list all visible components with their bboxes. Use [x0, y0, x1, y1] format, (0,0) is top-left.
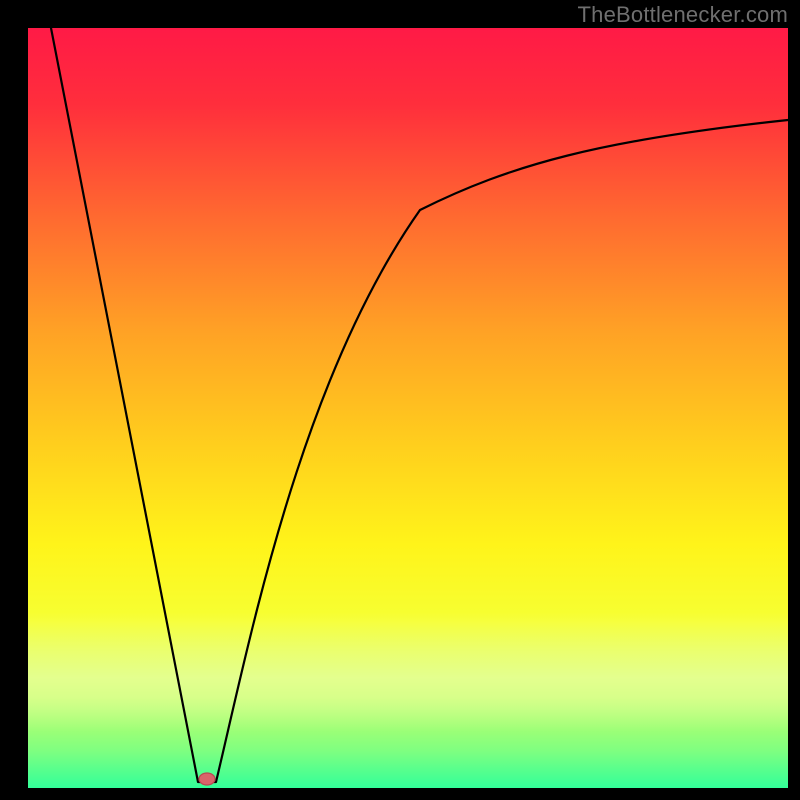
bottleneck-chart [0, 0, 800, 800]
frame-border-left [0, 0, 28, 800]
attribution-label: TheBottlenecker.com [578, 2, 788, 28]
minimum-marker [199, 773, 215, 785]
chart-container: TheBottlenecker.com [0, 0, 800, 800]
frame-border-right [788, 0, 800, 800]
frame-border-bottom [0, 788, 800, 800]
glow-band [28, 612, 788, 732]
